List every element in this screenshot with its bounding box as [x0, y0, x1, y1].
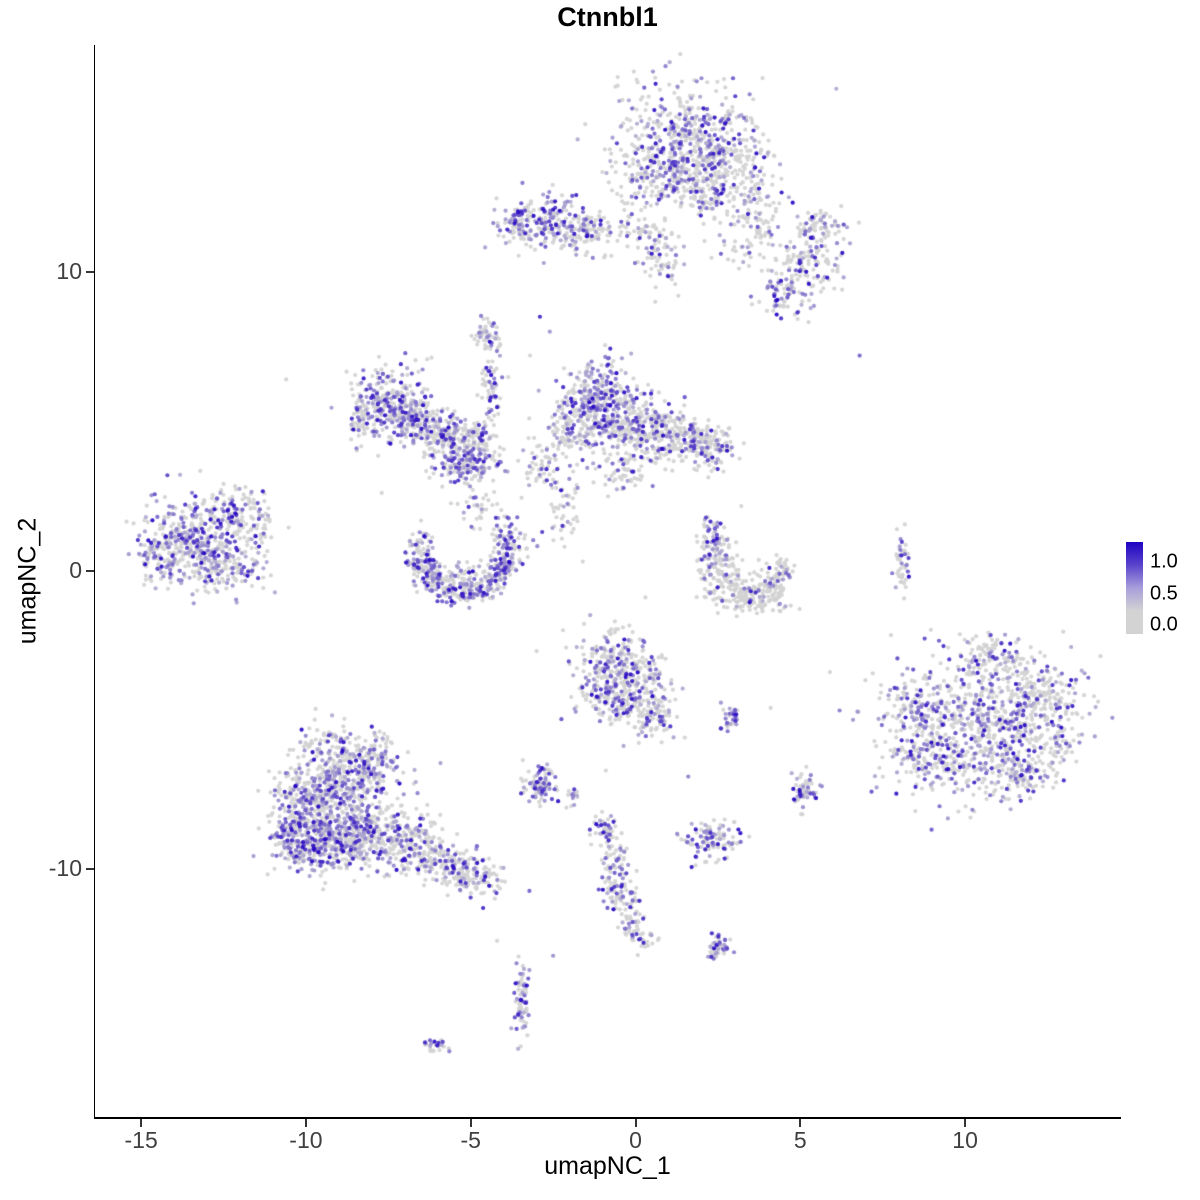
x-tick-mark	[469, 1119, 472, 1127]
legend-tick-label: 1.0	[1150, 550, 1178, 573]
umap-scatter-canvas	[95, 45, 1120, 1117]
x-tick-label: 0	[629, 1127, 642, 1153]
y-tick-label: 10	[56, 257, 82, 284]
legend-gradient-bar	[1126, 542, 1143, 634]
x-tick-mark	[964, 1119, 967, 1127]
y-tick-label: 0	[69, 556, 82, 583]
x-axis-label: umapNC_1	[544, 1152, 671, 1180]
y-tick-mark	[86, 270, 94, 273]
x-tick-label: -15	[124, 1127, 158, 1153]
x-tick-mark	[799, 1119, 802, 1127]
y-tick-mark	[86, 868, 94, 871]
legend-tick-label: 0.5	[1150, 582, 1178, 605]
y-tick-label: -10	[48, 855, 82, 882]
expression-legend: 1.0 0.5 0.0	[1126, 542, 1200, 638]
plot-area	[95, 45, 1120, 1117]
x-tick-label: 5	[793, 1127, 807, 1153]
x-tick-mark	[304, 1119, 307, 1127]
plot-title: Ctnnbl1	[557, 2, 658, 32]
x-axis-line	[94, 1117, 1121, 1119]
legend-tick-label: 0.0	[1150, 613, 1178, 636]
y-tick-mark	[86, 569, 94, 572]
x-tick-label: 10	[952, 1127, 978, 1153]
x-tick-label: -10	[289, 1127, 323, 1153]
x-tick-mark	[140, 1119, 143, 1127]
x-tick-label: -5	[460, 1127, 481, 1153]
x-tick-mark	[634, 1119, 637, 1127]
y-axis-label: umapNC_2	[13, 517, 42, 645]
